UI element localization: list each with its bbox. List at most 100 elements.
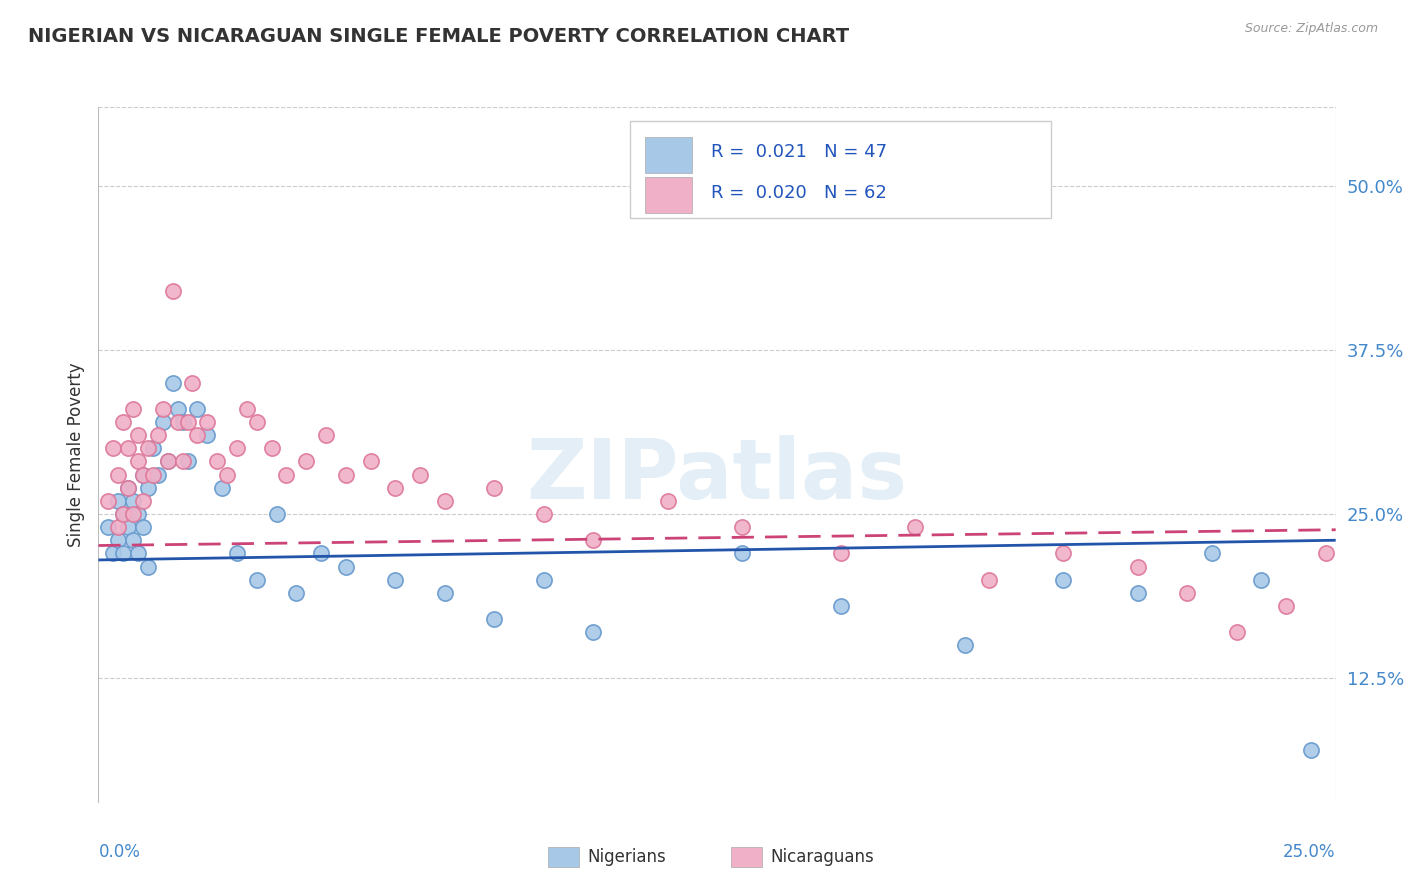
Point — [1052, 546, 1074, 560]
Text: R =  0.020   N = 62: R = 0.020 N = 62 — [711, 184, 887, 202]
Point — [117, 481, 139, 495]
Point — [107, 467, 129, 482]
Text: NIGERIAN VS NICARAGUAN SINGLE FEMALE POVERTY CORRELATION CHART: NIGERIAN VS NICARAGUAN SINGLE FEMALE POV… — [28, 27, 849, 45]
Point — [195, 428, 218, 442]
Point — [172, 454, 194, 468]
Text: Source: ZipAtlas.com: Source: ZipAtlas.com — [1244, 22, 1378, 36]
Point — [1275, 599, 1298, 613]
Point — [226, 546, 249, 560]
Point — [260, 442, 283, 456]
Point — [122, 494, 145, 508]
Point — [1175, 586, 1198, 600]
Text: 25.0%: 25.0% — [1284, 843, 1336, 861]
Point — [103, 442, 125, 456]
Point — [246, 573, 269, 587]
Point — [205, 454, 228, 468]
Point — [1364, 586, 1386, 600]
Point — [146, 428, 169, 442]
Point — [127, 428, 149, 442]
Point — [211, 481, 233, 495]
Point — [172, 415, 194, 429]
Point — [1126, 586, 1149, 600]
Point — [97, 520, 120, 534]
Point — [582, 625, 605, 640]
Point — [533, 507, 555, 521]
Point — [226, 442, 249, 456]
Point — [112, 507, 135, 521]
Point — [117, 520, 139, 534]
Point — [433, 494, 456, 508]
Point — [1315, 546, 1337, 560]
Point — [276, 467, 298, 482]
FancyBboxPatch shape — [645, 137, 692, 173]
Point — [1384, 625, 1406, 640]
Point — [1299, 743, 1322, 757]
Point — [122, 507, 145, 521]
Point — [97, 494, 120, 508]
Point — [152, 401, 174, 416]
Point — [107, 520, 129, 534]
Point — [156, 454, 179, 468]
Text: R =  0.021   N = 47: R = 0.021 N = 47 — [711, 144, 887, 161]
Point — [136, 442, 159, 456]
Point — [830, 599, 852, 613]
Point — [335, 467, 357, 482]
Point — [1226, 625, 1249, 640]
Point — [103, 546, 125, 560]
FancyBboxPatch shape — [630, 121, 1052, 219]
Point — [112, 507, 135, 521]
Point — [285, 586, 308, 600]
Point — [484, 481, 506, 495]
Point — [162, 376, 184, 390]
Point — [582, 533, 605, 548]
Point — [122, 401, 145, 416]
Point — [107, 494, 129, 508]
Point — [731, 546, 754, 560]
Point — [166, 401, 188, 416]
Point — [1052, 573, 1074, 587]
Point — [1403, 533, 1406, 548]
Point — [127, 546, 149, 560]
Point — [731, 520, 754, 534]
Point — [409, 467, 432, 482]
Point — [146, 467, 169, 482]
Point — [132, 520, 155, 534]
Point — [136, 559, 159, 574]
Point — [657, 178, 679, 193]
Point — [142, 442, 165, 456]
Y-axis label: Single Female Poverty: Single Female Poverty — [66, 363, 84, 547]
Point — [127, 454, 149, 468]
Text: Nicaraguans: Nicaraguans — [770, 848, 875, 866]
Point — [186, 428, 208, 442]
Point — [195, 415, 218, 429]
Point — [1201, 546, 1223, 560]
Point — [117, 442, 139, 456]
Point — [1354, 638, 1376, 652]
Point — [1250, 573, 1272, 587]
Point — [186, 401, 208, 416]
Point — [1334, 612, 1357, 626]
Point — [315, 428, 337, 442]
Point — [1126, 559, 1149, 574]
Point — [156, 454, 179, 468]
Point — [127, 507, 149, 521]
Point — [953, 638, 976, 652]
Point — [107, 533, 129, 548]
Point — [309, 546, 332, 560]
Point — [657, 494, 679, 508]
Point — [335, 559, 357, 574]
Point — [484, 612, 506, 626]
Point — [384, 481, 406, 495]
Point — [152, 415, 174, 429]
Point — [979, 573, 1001, 587]
Point — [217, 467, 239, 482]
Point — [181, 376, 204, 390]
Point — [142, 467, 165, 482]
Point — [246, 415, 269, 429]
Point — [360, 454, 382, 468]
Point — [904, 520, 927, 534]
Text: 0.0%: 0.0% — [98, 843, 141, 861]
Point — [132, 494, 155, 508]
Point — [136, 481, 159, 495]
Point — [117, 481, 139, 495]
